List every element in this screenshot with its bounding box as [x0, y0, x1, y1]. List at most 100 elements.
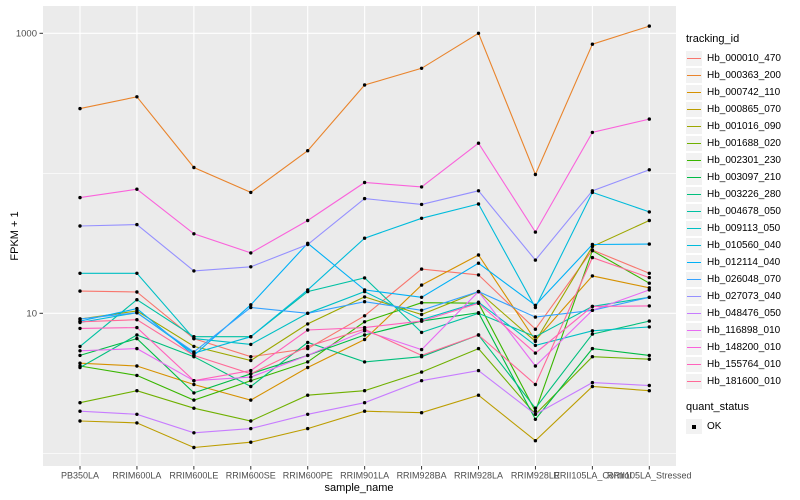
legend-key-box	[686, 238, 702, 253]
data-point	[78, 401, 82, 405]
legend-key-box	[686, 306, 702, 321]
legend-key-box	[686, 153, 702, 168]
data-point	[135, 290, 139, 294]
legend-title-quant-status: quant_status	[686, 401, 749, 413]
line-swatch-icon	[687, 227, 701, 230]
data-point	[249, 368, 253, 373]
data-point	[419, 283, 424, 287]
data-point	[306, 149, 310, 153]
data-point	[647, 218, 651, 223]
data-point	[476, 202, 481, 206]
data-point	[306, 344, 310, 349]
data-point	[249, 440, 253, 444]
data-point	[590, 189, 595, 193]
data-point	[647, 242, 651, 246]
legend-item-Hb_001016_090: Hb_001016_090	[686, 119, 798, 134]
line-swatch-icon	[687, 346, 701, 349]
data-point	[78, 317, 82, 321]
data-point	[78, 349, 82, 353]
data-point	[306, 360, 310, 364]
data-point	[249, 358, 253, 363]
data-point	[362, 401, 367, 405]
data-point	[249, 305, 253, 310]
line-swatch-icon	[687, 176, 701, 179]
data-point	[533, 258, 538, 262]
data-point	[306, 412, 310, 416]
x-tick-label: RRIM901LA	[340, 471, 389, 481]
data-point	[419, 202, 424, 207]
data-point	[590, 332, 595, 336]
data-point	[78, 195, 82, 200]
data-point	[78, 271, 82, 275]
data-point	[135, 333, 139, 337]
x-tick-label: RRIM928LA	[454, 471, 503, 481]
line-swatch-icon	[687, 108, 701, 111]
data-point	[533, 339, 538, 344]
data-point	[135, 311, 139, 315]
data-point	[135, 325, 139, 330]
x-tick-label: RRIM928BA	[397, 471, 447, 481]
data-point	[647, 281, 651, 285]
data-point	[419, 312, 424, 317]
data-point	[192, 431, 196, 435]
line-swatch-icon	[687, 125, 701, 128]
legend-key-box	[686, 221, 702, 236]
data-point	[192, 350, 196, 354]
x-tick-label: RRIM600PE	[283, 471, 333, 481]
legend-item-Hb_009113_050: Hb_009113_050	[686, 221, 798, 236]
data-point	[249, 190, 253, 195]
data-point	[647, 275, 651, 280]
legend-item-label: Hb_000742_110	[707, 87, 781, 98]
data-point	[419, 295, 424, 299]
legend-item-label: Hb_001688_020	[707, 138, 781, 149]
data-point	[647, 325, 651, 329]
x-tick-label: RRIM928LE	[511, 471, 560, 481]
data-point	[306, 353, 310, 358]
data-point	[192, 165, 196, 170]
legend-item-label: Hb_003226_280	[707, 189, 781, 200]
data-point	[419, 353, 424, 358]
line-swatch-icon	[687, 193, 701, 196]
legend-item-Hb_000010_470: Hb_000010_470	[686, 51, 798, 66]
legend-item-Hb_001688_020: Hb_001688_020	[686, 136, 798, 151]
data-point	[249, 375, 253, 379]
legend-item-Hb_155764_010: Hb_155764_010	[686, 357, 798, 372]
data-point	[362, 314, 367, 318]
data-point	[362, 276, 367, 280]
line-swatch-icon	[687, 295, 701, 298]
data-point	[647, 288, 651, 292]
data-point	[419, 267, 424, 271]
data-point	[533, 327, 538, 331]
legend-item-ok: OK	[686, 419, 798, 434]
legend-item-Hb_010560_040: Hb_010560_040	[686, 238, 798, 253]
data-point	[249, 426, 253, 431]
legend-item-label: Hb_010560_040	[707, 240, 781, 251]
x-tick-label: RRIM600LA	[112, 471, 161, 481]
legend-key-box	[686, 289, 702, 304]
data-point	[362, 288, 367, 292]
data-point	[533, 172, 538, 177]
data-point	[78, 409, 82, 413]
data-point	[476, 311, 481, 315]
data-point	[419, 185, 424, 189]
data-point	[306, 242, 310, 247]
x-tick-label: RRIM600LE	[169, 471, 218, 481]
line-swatch-icon	[687, 261, 701, 264]
data-point	[78, 326, 82, 331]
legend-item-Hb_000865_070: Hb_000865_070	[686, 102, 798, 117]
data-point	[419, 66, 424, 71]
data-point	[647, 295, 651, 299]
data-point	[419, 216, 424, 220]
data-point	[192, 353, 196, 358]
line-swatch-icon	[687, 380, 701, 383]
legend-item-Hb_012114_040: Hb_012114_040	[686, 255, 798, 270]
data-point	[419, 347, 424, 352]
data-point	[362, 295, 367, 299]
data-point	[192, 344, 196, 349]
data-point	[533, 335, 538, 339]
data-point	[647, 168, 651, 172]
data-point	[306, 426, 310, 431]
line-swatch-icon	[687, 210, 701, 213]
data-point	[476, 253, 481, 257]
